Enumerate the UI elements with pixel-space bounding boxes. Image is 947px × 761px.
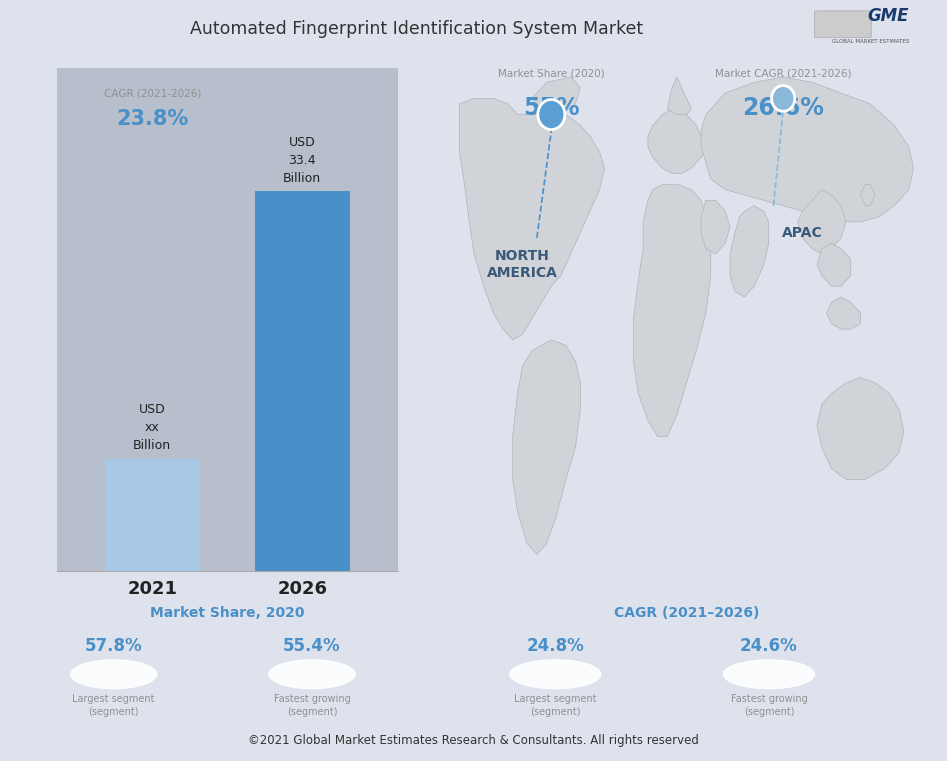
Text: 26.6%: 26.6% — [742, 96, 824, 119]
Text: Market Share (2020): Market Share (2020) — [498, 69, 605, 79]
Circle shape — [772, 85, 795, 111]
Circle shape — [538, 100, 564, 129]
Text: 57.8%: 57.8% — [85, 636, 143, 654]
Text: 24.6%: 24.6% — [741, 636, 797, 654]
Polygon shape — [701, 77, 914, 222]
Text: Automated Fingerprint Identification System Market: Automated Fingerprint Identification Sys… — [190, 20, 643, 37]
Text: Largest segment
(segment): Largest segment (segment) — [514, 695, 597, 717]
Polygon shape — [797, 189, 846, 254]
Text: GME: GME — [867, 7, 909, 25]
Text: 55%: 55% — [523, 96, 580, 119]
Ellipse shape — [269, 660, 355, 689]
Text: 55.4%: 55.4% — [283, 636, 341, 654]
Polygon shape — [701, 200, 730, 254]
Text: Largest segment
(segment): Largest segment (segment) — [73, 695, 155, 717]
Text: Market Share, 2020: Market Share, 2020 — [150, 606, 305, 620]
Text: Market CAGR (2021-2026): Market CAGR (2021-2026) — [715, 69, 851, 79]
Polygon shape — [730, 205, 769, 297]
Polygon shape — [817, 244, 850, 286]
Text: ©2021 Global Market Estimates Research & Consultants. All rights reserved: ©2021 Global Market Estimates Research &… — [248, 734, 699, 747]
Text: CAGR (2021–2026): CAGR (2021–2026) — [614, 606, 759, 620]
FancyBboxPatch shape — [814, 11, 871, 37]
Text: Fastest growing
(segment): Fastest growing (segment) — [730, 695, 808, 717]
Text: 23.8%: 23.8% — [116, 109, 188, 129]
Bar — [255, 191, 350, 571]
Text: GLOBAL MARKET ESTIMATES: GLOBAL MARKET ESTIMATES — [831, 39, 909, 43]
Polygon shape — [648, 109, 706, 174]
Polygon shape — [512, 340, 581, 555]
Polygon shape — [817, 377, 903, 479]
Text: Fastest growing
(segment): Fastest growing (segment) — [274, 695, 350, 717]
Ellipse shape — [71, 660, 157, 689]
Ellipse shape — [509, 660, 600, 689]
Bar — [104, 459, 200, 571]
Text: NORTH
AMERICA: NORTH AMERICA — [487, 249, 558, 280]
Polygon shape — [634, 184, 710, 437]
Polygon shape — [861, 184, 875, 205]
Text: APAC: APAC — [782, 225, 823, 240]
Polygon shape — [532, 77, 581, 115]
Polygon shape — [459, 98, 604, 340]
Ellipse shape — [724, 660, 814, 689]
Text: CAGR (2021-2026): CAGR (2021-2026) — [103, 88, 201, 98]
Polygon shape — [827, 297, 861, 330]
Polygon shape — [668, 77, 691, 115]
Text: 24.8%: 24.8% — [527, 636, 584, 654]
Text: USD
33.4
Billion: USD 33.4 Billion — [283, 135, 321, 185]
Text: USD
xx
Billion: USD xx Billion — [134, 403, 171, 453]
